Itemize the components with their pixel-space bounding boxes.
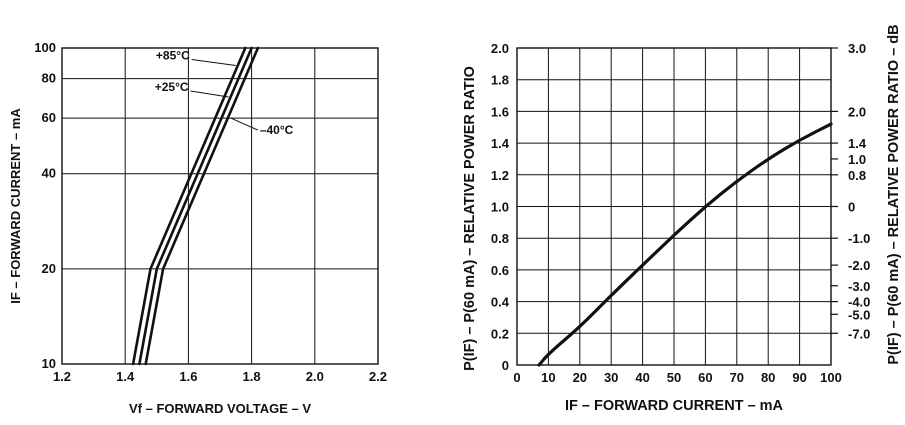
right-curve-series-0 — [537, 122, 833, 367]
right-y-tick-0-6: 0.6 — [491, 263, 509, 278]
left-x-tick-1-2: 1.2 — [53, 369, 71, 384]
right-db-tick-labels: 3.0 2.0 1.41.00.8 0 -1.0 -2.0 -3.0-4.0-5.0 -7.0 — [831, 41, 870, 341]
right-db-tick-1-0: -1.0 — [848, 231, 870, 246]
left-y-tick-40: 40 — [42, 166, 56, 181]
left-y-axis-label: IF – FORWARD CURRENT – mA — [8, 108, 23, 304]
left-y-tick-100: 100 — [34, 40, 56, 55]
left-x-tick-2-0: 2.0 — [306, 369, 324, 384]
right-db-tick-0: 0 — [848, 200, 855, 215]
left-y-tick-labels: 10 20 40 60 80 100 — [34, 40, 56, 371]
left-x-tick-1-8: 1.8 — [243, 369, 261, 384]
left-x-tick-1-4: 1.4 — [116, 369, 135, 384]
right-y-tick-0-2: 0.2 — [491, 326, 509, 341]
right-x-tick-100: 100 — [820, 370, 842, 385]
left-plot-frame — [61, 47, 379, 365]
right-x-tick-0: 0 — [513, 370, 520, 385]
right-db-tick-4-0: -4.0 — [848, 295, 870, 310]
right-grid — [516, 47, 832, 366]
left-y-tick-10: 10 — [42, 356, 56, 371]
right-y-tick-2-0: 2.0 — [491, 41, 509, 56]
right-y-tick-0: 0 — [502, 358, 509, 373]
left-y-tick-20: 20 — [42, 261, 56, 276]
right-x-tick-50: 50 — [667, 370, 681, 385]
left-annotations: +85°C +25°C –40°C — [155, 49, 294, 138]
left-annotation-25-c: +25°C — [155, 80, 189, 94]
right-db-tick-1-0: 1.0 — [848, 152, 866, 167]
right-db-tick-0-8: 0.8 — [848, 168, 866, 183]
left-y-tick-60: 60 — [42, 110, 56, 125]
right-y-tick-0-4: 0.4 — [491, 295, 510, 310]
right-x-tick-10: 10 — [541, 370, 555, 385]
left-x-tick-1-6: 1.6 — [179, 369, 197, 384]
left-curve-25-c — [138, 46, 253, 366]
left-curves — [131, 46, 260, 366]
left-curve-85-c — [131, 46, 247, 366]
left-annotation-leader — [190, 90, 229, 98]
right-secondary-y-axis-label: P(IF) – P(60 mA) – RELATIVE POWER RATIO … — [886, 24, 902, 364]
right-db-tick-2-0: -2.0 — [848, 258, 870, 273]
right-db-tick-5-0: -5.0 — [848, 307, 870, 322]
right-x-tick-labels: 0 10 20 30 40 50 60 70 80 90 100 — [513, 370, 841, 385]
right-db-tick-1-4: 1.4 — [848, 136, 867, 151]
left-grid — [61, 47, 379, 365]
right-y-tick-1-2: 1.2 — [491, 168, 509, 183]
right-db-tick-3-0: -3.0 — [848, 279, 870, 294]
right-db-tick-2-0: 2.0 — [848, 104, 866, 119]
left-x-tick-2-2: 2.2 — [369, 369, 387, 384]
relative-power-chart: 0 10 20 30 40 50 60 70 80 90 100 00.20.40.60.81.01… — [462, 24, 902, 414]
right-y-axis-label: P(IF) – P(60 mA) – RELATIVE POWER RATIO — [462, 66, 478, 371]
left-annotation-85-c: +85°C — [156, 49, 190, 63]
left-annotation-leader — [191, 59, 236, 67]
right-x-axis-label: IF – FORWARD CURRENT – mA — [565, 398, 784, 414]
right-y-tick-labels: 0 0.2 0.4 0.6 0.8 1.0 1.2 1.4 1.6 1.8 2.0 — [491, 41, 510, 373]
right-y-tick-0-8: 0.8 — [491, 231, 509, 246]
right-x-tick-90: 90 — [792, 370, 806, 385]
right-x-tick-70: 70 — [730, 370, 744, 385]
right-x-tick-40: 40 — [635, 370, 649, 385]
right-x-tick-30: 30 — [604, 370, 618, 385]
right-db-tick-7-0: -7.0 — [848, 326, 870, 341]
right-x-tick-20: 20 — [573, 370, 587, 385]
forward-voltage-chart: 1.2 1.4 1.6 1.8 2.0 2.2 10 20 40 60 80 100 +85°C +2… — [8, 40, 387, 416]
right-x-tick-60: 60 — [698, 370, 712, 385]
left-curve-40-c — [144, 46, 260, 366]
right-y-tick-1-4: 1.4 — [491, 136, 510, 151]
left-x-tick-labels: 1.2 1.4 1.6 1.8 2.0 2.2 — [53, 369, 387, 384]
right-y-tick-1-6: 1.6 — [491, 104, 509, 119]
right-curves — [537, 122, 833, 367]
left-plot-background — [62, 48, 378, 364]
right-y-tick-1-8: 1.8 — [491, 73, 509, 88]
right-y-tick-1-0: 1.0 — [491, 200, 509, 215]
left-annotation-40-c: –40°C — [260, 123, 294, 137]
right-x-tick-80: 80 — [761, 370, 775, 385]
left-x-axis-label: Vf – FORWARD VOLTAGE – V — [129, 401, 311, 416]
left-annotation-leader — [230, 117, 259, 131]
right-db-tick-3-0: 3.0 — [848, 41, 866, 56]
left-y-tick-80: 80 — [42, 71, 56, 86]
